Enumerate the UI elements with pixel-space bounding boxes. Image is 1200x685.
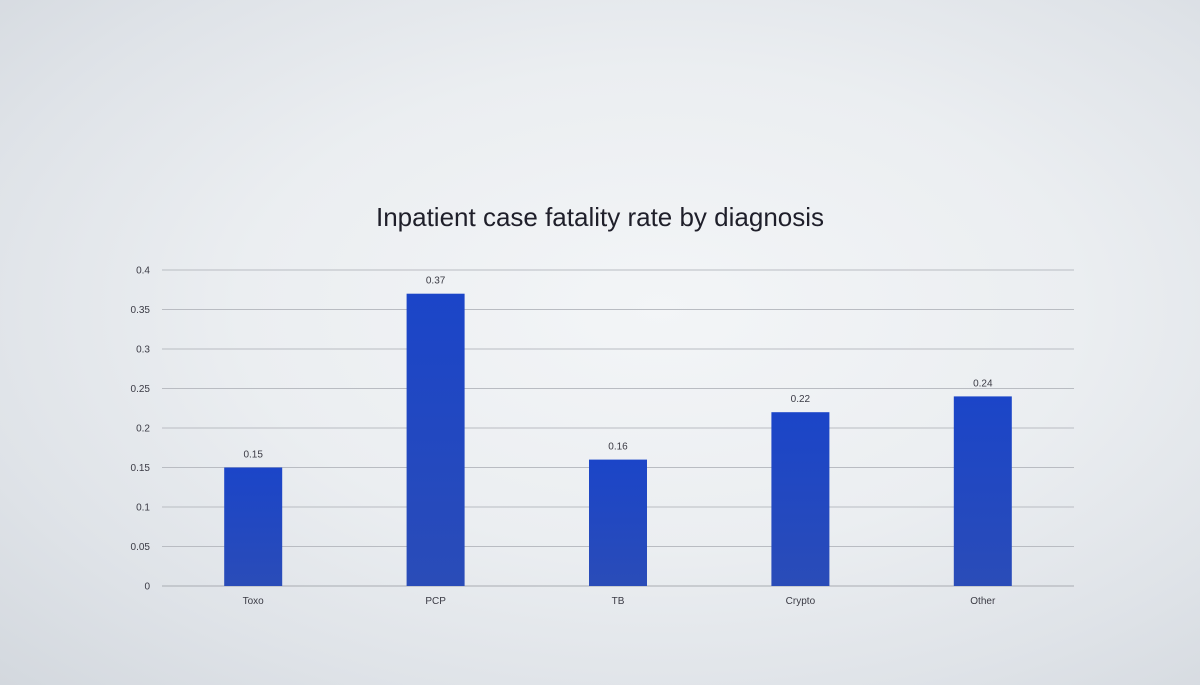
y-tick-label: 0.1 — [136, 503, 150, 514]
y-tick-label: 0.15 — [131, 463, 151, 474]
y-tick-label: 0.35 — [131, 305, 151, 316]
data-label: 0.24 — [973, 378, 993, 389]
category-label: Other — [970, 596, 996, 607]
data-label: 0.22 — [791, 394, 811, 405]
y-tick-label: 0 — [144, 582, 150, 593]
data-label: 0.37 — [426, 276, 446, 287]
category-label: Toxo — [243, 596, 265, 607]
y-tick-label: 0.25 — [131, 384, 151, 395]
bar-crypto — [771, 412, 830, 586]
y-tick-label: 0.4 — [136, 266, 150, 277]
gridlines — [162, 269, 1074, 587]
data-label: 0.15 — [243, 450, 263, 461]
y-tick-label: 0.2 — [136, 424, 150, 435]
y-tick-label: 0.3 — [136, 345, 150, 356]
y-tick-label: 0.05 — [131, 542, 151, 553]
category-label: PCP — [425, 596, 446, 607]
bar-tb — [589, 459, 647, 586]
bars — [224, 293, 1012, 586]
category-label: TB — [612, 596, 625, 607]
bar-other — [953, 396, 1012, 586]
data-label: 0.16 — [608, 442, 628, 453]
y-axis-tick-labels: 0 0.05 0.1 0.15 0.2 0.25 0.3 0.35 0.4 — [131, 266, 151, 593]
chart-title: Inpatient case fatality rate by diagnosi… — [376, 202, 824, 232]
category-labels: Toxo PCP TB Crypto Other — [243, 596, 996, 607]
data-labels: 0.15 0.37 0.16 0.22 0.24 — [243, 276, 993, 461]
bar-pcp — [406, 293, 465, 586]
bar-toxo — [224, 467, 283, 586]
category-label: Crypto — [786, 596, 816, 607]
